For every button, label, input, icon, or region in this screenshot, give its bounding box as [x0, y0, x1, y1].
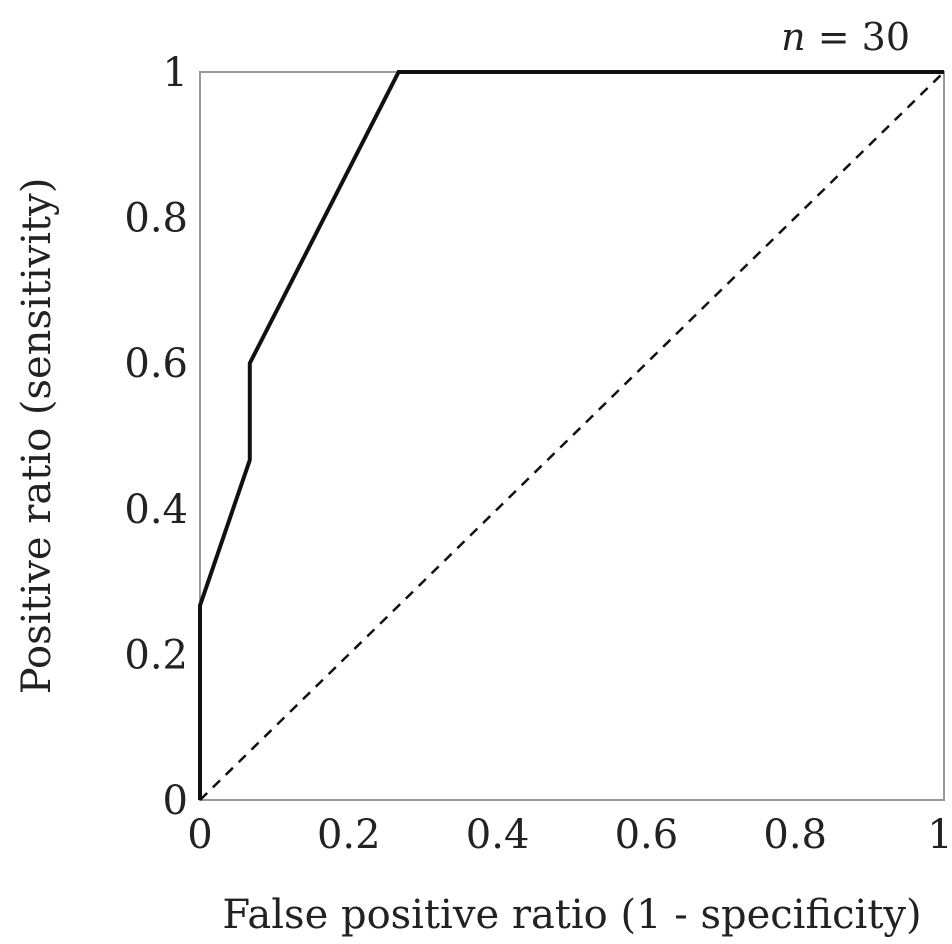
x-tick-label: 0.8 [763, 812, 827, 858]
chance-diagonal-line [199, 71, 945, 801]
y-tick-label: 0.8 [124, 196, 188, 242]
y-tick-label: 0.6 [124, 341, 188, 387]
x-tick-label: 0 [187, 812, 212, 858]
sample-size-annotation: n = 30 [781, 15, 910, 59]
x-axis-label: False positive ratio (1 - specificity) [222, 892, 921, 938]
x-tick-labels: 0 0.2 0.4 0.6 0.8 1 [187, 812, 952, 858]
x-tick-label: 0.6 [615, 812, 679, 858]
x-tick-label: 1 [927, 812, 952, 858]
series-layer [198, 70, 945, 801]
y-tick-labels: 0 0.2 0.4 0.6 0.8 1 [124, 50, 188, 824]
y-axis-label: Positive ratio (sensitivity) [14, 178, 60, 695]
x-tick-label: 0.4 [466, 812, 530, 858]
y-tick-label: 1 [163, 50, 188, 96]
y-tick-label: 0.2 [124, 632, 188, 678]
y-tick-label: 0 [163, 778, 188, 824]
annotation-value: = 30 [806, 15, 910, 59]
x-tick-label: 0.2 [317, 812, 381, 858]
y-tick-label: 0.4 [124, 487, 188, 533]
annotation-variable: n [781, 15, 805, 59]
roc-curve-line [198, 70, 944, 800]
